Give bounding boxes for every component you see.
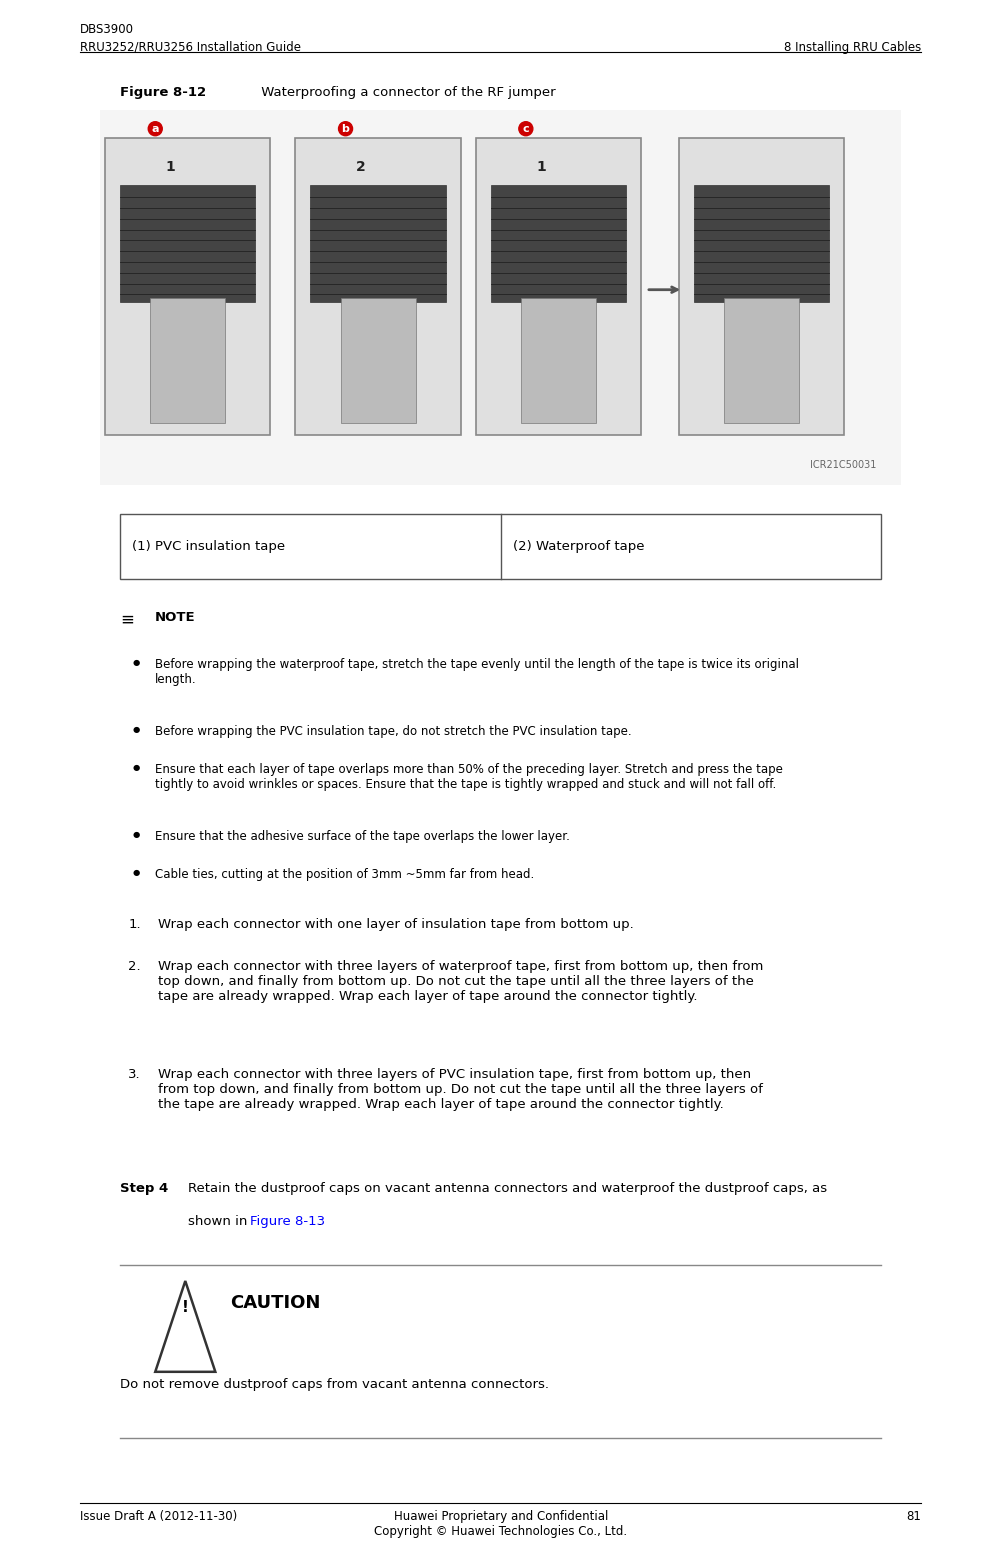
Text: Before wrapping the PVC insulation tape, do not stretch the PVC insulation tape.: Before wrapping the PVC insulation tape,… xyxy=(155,725,631,738)
Text: ●: ● xyxy=(132,725,139,734)
Text: CAUTION: CAUTION xyxy=(231,1294,321,1311)
Text: ●: ● xyxy=(132,868,139,877)
Text: NOTE: NOTE xyxy=(155,611,196,623)
Text: Figure 8-12: Figure 8-12 xyxy=(120,86,206,99)
FancyBboxPatch shape xyxy=(120,514,881,579)
Text: c: c xyxy=(523,124,529,133)
Text: Retain the dustproof caps on vacant antenna connectors and waterproof the dustpr: Retain the dustproof caps on vacant ante… xyxy=(188,1182,828,1195)
Text: Wrap each connector with three layers of waterproof tape, first from bottom up, : Wrap each connector with three layers of… xyxy=(158,960,763,1002)
FancyBboxPatch shape xyxy=(120,185,256,302)
Text: 81: 81 xyxy=(906,1510,921,1522)
Text: Ensure that each layer of tape overlaps more than 50% of the preceding layer. St: Ensure that each layer of tape overlaps … xyxy=(155,763,783,791)
Text: b: b xyxy=(341,124,349,133)
FancyBboxPatch shape xyxy=(694,185,830,302)
Text: 8 Installing RRU Cables: 8 Installing RRU Cables xyxy=(784,41,921,53)
Text: 1: 1 xyxy=(165,160,175,174)
FancyBboxPatch shape xyxy=(340,298,416,423)
Text: RRU3252/RRU3256 Installation Guide: RRU3252/RRU3256 Installation Guide xyxy=(81,41,301,53)
FancyBboxPatch shape xyxy=(295,138,461,435)
Text: Wrap each connector with one layer of insulation tape from bottom up.: Wrap each connector with one layer of in… xyxy=(158,918,634,930)
FancyBboxPatch shape xyxy=(105,138,271,435)
FancyBboxPatch shape xyxy=(490,185,626,302)
Text: DBS3900: DBS3900 xyxy=(81,23,134,36)
Text: Figure 8-13: Figure 8-13 xyxy=(251,1215,325,1228)
Text: a: a xyxy=(151,124,159,133)
Text: ●: ● xyxy=(132,830,139,839)
Text: Before wrapping the waterproof tape, stretch the tape evenly until the length of: Before wrapping the waterproof tape, str… xyxy=(155,658,800,686)
Text: 2: 2 xyxy=(355,160,366,174)
FancyBboxPatch shape xyxy=(150,298,226,423)
Text: Issue Draft A (2012-11-30): Issue Draft A (2012-11-30) xyxy=(81,1510,238,1522)
Text: Step 4: Step 4 xyxy=(120,1182,168,1195)
Text: ≡: ≡ xyxy=(120,611,134,628)
Text: Wrap each connector with three layers of PVC insulation tape, first from bottom : Wrap each connector with three layers of… xyxy=(158,1068,763,1110)
Text: ●: ● xyxy=(132,763,139,772)
Text: ICR21C50031: ICR21C50031 xyxy=(810,460,876,470)
Text: shown in: shown in xyxy=(188,1215,252,1228)
FancyBboxPatch shape xyxy=(475,138,641,435)
Text: Huawei Proprietary and Confidential
Copyright © Huawei Technologies Co., Ltd.: Huawei Proprietary and Confidential Copy… xyxy=(375,1510,627,1538)
FancyBboxPatch shape xyxy=(310,185,446,302)
Text: 1: 1 xyxy=(536,160,546,174)
FancyBboxPatch shape xyxy=(679,138,844,435)
Text: (2) Waterproof tape: (2) Waterproof tape xyxy=(513,540,644,553)
Text: 1.: 1. xyxy=(128,918,141,930)
FancyBboxPatch shape xyxy=(100,110,901,485)
Text: (1) PVC insulation tape: (1) PVC insulation tape xyxy=(132,540,285,553)
Text: Cable ties, cutting at the position of 3mm ~5mm far from head.: Cable ties, cutting at the position of 3… xyxy=(155,868,535,880)
Text: 2.: 2. xyxy=(128,960,141,972)
Text: !: ! xyxy=(182,1300,188,1315)
FancyBboxPatch shape xyxy=(521,298,596,423)
Text: Waterproofing a connector of the RF jumper: Waterproofing a connector of the RF jump… xyxy=(258,86,556,99)
Text: ●: ● xyxy=(132,658,139,667)
Text: .: . xyxy=(317,1215,321,1228)
FancyBboxPatch shape xyxy=(724,298,800,423)
Text: Do not remove dustproof caps from vacant antenna connectors.: Do not remove dustproof caps from vacant… xyxy=(120,1378,549,1391)
Text: 3.: 3. xyxy=(128,1068,141,1081)
Text: Ensure that the adhesive surface of the tape overlaps the lower layer.: Ensure that the adhesive surface of the … xyxy=(155,830,570,843)
